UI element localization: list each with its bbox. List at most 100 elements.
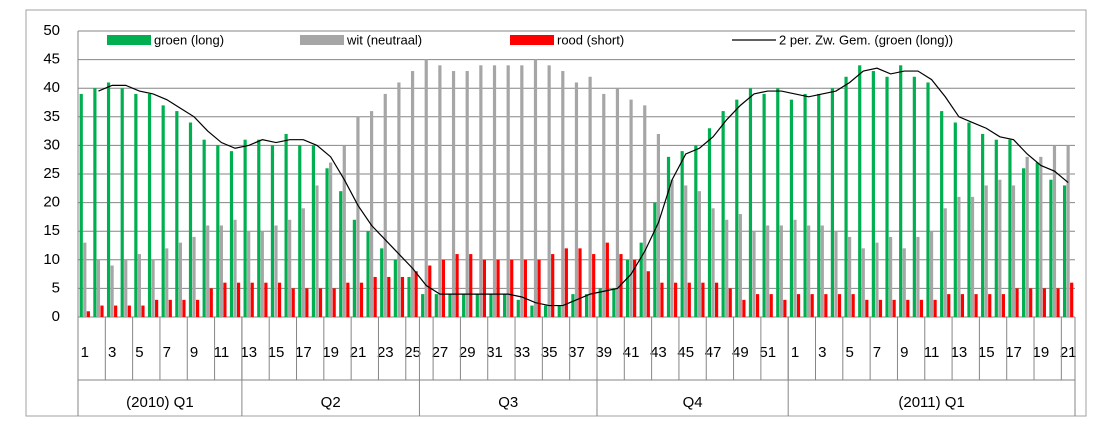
bar	[96, 259, 101, 317]
x-tick-label: 3	[108, 344, 116, 361]
x-tick-label: 27	[432, 344, 449, 361]
bar	[428, 265, 432, 317]
bar	[984, 185, 988, 317]
bar	[912, 76, 916, 317]
bar	[820, 225, 824, 317]
bar	[933, 299, 937, 317]
bar	[114, 305, 118, 317]
x-tick-label: 51	[759, 344, 776, 361]
bar	[482, 259, 487, 317]
bar	[332, 288, 336, 317]
x-tick-label: 21	[350, 344, 367, 361]
group-label: Q2	[321, 394, 341, 411]
y-tick-label: 25	[43, 165, 60, 182]
bar	[892, 299, 896, 317]
y-tick-label: 15	[43, 222, 60, 239]
bar	[291, 288, 295, 317]
x-tick-label: 37	[568, 344, 585, 361]
bar	[1049, 179, 1053, 317]
bar	[410, 71, 415, 317]
group-label: (2010) Q1	[126, 394, 194, 411]
x-tick-label: 29	[459, 344, 476, 361]
y-tick-label: 5	[52, 279, 60, 296]
bar	[547, 65, 551, 317]
bar	[633, 259, 637, 317]
x-tick-label: 43	[650, 344, 667, 361]
bar	[134, 93, 138, 317]
bar	[588, 76, 592, 317]
bar	[434, 294, 438, 317]
bar	[257, 139, 261, 317]
x-tick-label: 13	[240, 344, 257, 361]
bar	[168, 299, 172, 317]
bar	[325, 168, 329, 317]
y-tick-label: 40	[43, 79, 60, 96]
x-tick-label: 15	[268, 344, 285, 361]
bar	[455, 254, 459, 317]
bar	[858, 65, 862, 317]
bar	[1029, 288, 1033, 317]
bar	[393, 259, 397, 317]
bar	[250, 282, 254, 317]
x-tick-label: 33	[514, 344, 531, 361]
bar	[574, 82, 579, 317]
bar	[674, 282, 678, 317]
bar	[161, 105, 165, 317]
bar	[339, 191, 343, 317]
bar	[229, 151, 234, 317]
bar	[666, 156, 671, 317]
bar	[288, 219, 292, 317]
bar	[766, 225, 770, 317]
bar	[994, 139, 998, 317]
bar	[615, 88, 620, 317]
bar	[441, 259, 446, 317]
bar	[830, 88, 834, 317]
bar	[981, 133, 985, 317]
bar	[475, 294, 479, 317]
y-tick-label: 45	[43, 51, 60, 68]
bar	[660, 282, 664, 317]
bar	[373, 276, 377, 317]
bar	[110, 265, 114, 317]
bar	[783, 299, 787, 317]
legend-swatch	[107, 35, 151, 45]
bar	[643, 105, 647, 317]
x-tick-label: 17	[1005, 344, 1022, 361]
bar	[496, 259, 500, 317]
bar	[315, 185, 319, 317]
bar	[762, 93, 766, 317]
bar	[124, 259, 128, 317]
bar	[421, 294, 425, 317]
bar	[742, 299, 746, 317]
bar	[503, 294, 507, 317]
bar	[1042, 288, 1046, 317]
bar	[465, 71, 469, 317]
bar	[817, 93, 821, 317]
bar	[305, 288, 309, 317]
bar	[970, 196, 975, 317]
bar	[926, 82, 930, 317]
legend-label: rood (short)	[557, 32, 624, 47]
bar	[1011, 185, 1016, 317]
bar	[1025, 156, 1029, 317]
bar	[707, 128, 712, 317]
bar	[916, 236, 920, 317]
group-label: (2011) Q1	[898, 394, 964, 411]
x-tick-label: 39	[595, 344, 612, 361]
bar	[243, 139, 247, 317]
bar	[578, 248, 582, 317]
bar	[865, 299, 869, 317]
bar	[407, 276, 411, 317]
bar	[670, 179, 674, 317]
bar	[940, 111, 944, 317]
bar	[451, 71, 456, 317]
bar	[369, 111, 374, 317]
bar	[530, 305, 534, 317]
bar	[400, 276, 405, 317]
bar	[625, 259, 630, 317]
bar	[571, 294, 575, 317]
group-label: Q3	[498, 394, 518, 411]
bar	[192, 236, 196, 317]
bar	[448, 294, 452, 317]
bar	[871, 71, 875, 317]
